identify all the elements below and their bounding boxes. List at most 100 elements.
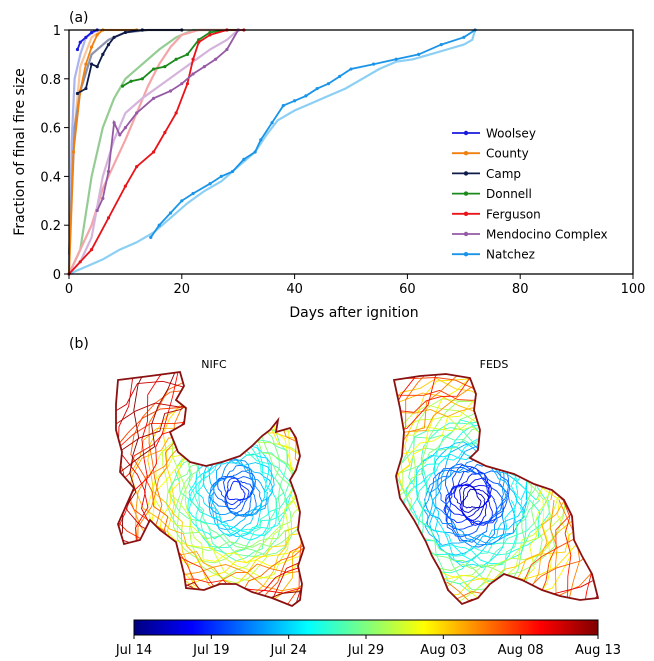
isochrone-line	[462, 488, 482, 509]
isochrone-line	[226, 480, 246, 501]
series-county-point	[71, 150, 76, 154]
series-camp-point	[75, 91, 80, 96]
isochrone-line	[116, 372, 304, 606]
series-donnell-point	[129, 79, 133, 83]
isochrone-line	[217, 476, 255, 515]
series-natchez-point	[304, 94, 308, 98]
series-donnell-point	[174, 57, 178, 61]
colorbar-tick-label: Aug 03	[420, 643, 466, 658]
colorbar-ticks: Jul 14 Jul 19 Jul 24 Jul 29 Aug 03 Aug 08 Aug …	[115, 635, 621, 658]
legend-marker	[463, 191, 469, 196]
series-ferguson-point	[174, 111, 178, 115]
legend-label: Ferguson	[486, 207, 541, 221]
series-ferguson-point	[123, 184, 127, 188]
x-tick-label: 0	[65, 282, 73, 297]
series-camp-point	[123, 30, 127, 35]
isochrone-line	[459, 484, 489, 518]
y-axis-label: Fraction of final fire size	[12, 68, 28, 235]
progression-contours	[394, 374, 598, 604]
colorbar-tick-label: Jul 29	[347, 643, 384, 658]
legend-marker	[463, 130, 469, 136]
isochrone-line	[116, 372, 304, 604]
y-axis-ticks: 0 0.2 0.4 0.6 0.8 1	[40, 24, 69, 283]
series-natchez-point	[168, 211, 173, 215]
series-camp-point	[89, 62, 94, 66]
x-tick-label: 80	[512, 282, 529, 297]
x-tick-label: 60	[399, 282, 416, 297]
isochrone-line	[202, 458, 275, 537]
isochrone-line	[173, 412, 301, 552]
series-natchez-reference-line	[68, 29, 477, 276]
chart-legend: Woolsey County Camp Donnell Ferguson Mendocin…	[452, 127, 608, 262]
series-donnell-line	[122, 29, 239, 87]
series-county-line	[68, 29, 137, 275]
y-tick-label: 0.6	[40, 122, 61, 137]
legend-label: Woolsey	[486, 127, 536, 141]
series-donnell-point	[152, 67, 156, 71]
x-axis-label: Days after ignition	[289, 305, 418, 321]
legend-label: Camp	[486, 167, 521, 181]
series-ferguson-point	[191, 57, 195, 61]
map-title-nifc: NIFC	[201, 358, 227, 371]
legend-marker	[463, 231, 469, 237]
series-natchez-point	[417, 52, 421, 57]
series-natchez-point	[315, 86, 319, 91]
x-axis-ticks: 0 20 40 60 80 100	[65, 274, 646, 297]
isochrone-line	[443, 466, 498, 525]
colorbar-tick-label: Jul 19	[192, 643, 229, 658]
legend-marker	[463, 171, 469, 176]
series-natchez-point	[394, 57, 398, 61]
date-colorbar: Jul 14 Jul 19 Jul 24 Jul 29 Aug 03 Aug 08 Aug …	[115, 619, 621, 658]
series-woolsey-point	[89, 30, 94, 35]
series-camp-point	[84, 86, 88, 91]
panel-a-label: (a)	[69, 10, 89, 26]
series-mendocino-complex-point	[118, 133, 122, 137]
series-mendocino-complex-point	[168, 89, 173, 93]
series-natchez-point	[180, 199, 184, 203]
isochrone-line	[208, 459, 263, 517]
series-mendocino-complex-point	[202, 65, 206, 69]
series-natchez-point	[281, 104, 285, 108]
series-mendocino-complex-point	[123, 126, 127, 130]
fire-progression-maps: NIFC FEDS	[115, 358, 600, 608]
isochrone-line	[394, 379, 565, 604]
isochrone-line	[171, 415, 304, 579]
nifc-perimeter-map	[115, 371, 305, 608]
y-tick-label: 0.4	[40, 170, 61, 185]
fire-final-perimeter	[392, 373, 600, 606]
series-camp-point	[95, 65, 99, 69]
series-natchez-point	[253, 150, 257, 154]
isochrone-line	[208, 455, 273, 530]
progression-contours	[116, 372, 304, 606]
isochrone-line	[394, 374, 598, 604]
isochrone-line	[225, 477, 250, 506]
x-tick-label: 40	[286, 282, 303, 297]
series-county-reference-line	[67, 28, 137, 275]
series-woolsey-point	[75, 47, 80, 52]
y-tick-label: 0.8	[40, 73, 61, 88]
series-camp-line	[77, 29, 182, 95]
series-natchez-point	[270, 121, 274, 125]
isochrone-line	[187, 438, 277, 536]
isochrone-line	[461, 485, 486, 513]
series-ferguson-point	[185, 82, 190, 86]
colorbar-tick-label: Jul 24	[269, 643, 306, 658]
series-mendocino-complex-point	[225, 47, 229, 52]
series-woolsey-point	[84, 35, 88, 39]
series-mendocino-complex-point	[106, 169, 111, 174]
x-tick-label: 100	[621, 282, 646, 297]
isochrone-line	[223, 475, 254, 510]
series-mendocino-complex-point	[191, 72, 195, 76]
plot-area-frame	[68, 29, 634, 275]
series-natchez-point	[259, 138, 263, 142]
colorbar-tick-label: Jul 14	[115, 643, 152, 658]
fire-final-perimeter	[115, 371, 305, 608]
colorbar-tick-label: Aug 13	[575, 643, 621, 658]
series-county-point	[95, 33, 99, 37]
series-camp-point	[101, 52, 105, 57]
series-natchez-point	[462, 35, 466, 39]
series-mendocino-complex-point	[180, 82, 184, 86]
y-tick-label: 0.2	[40, 219, 61, 234]
series-camp-point	[106, 43, 111, 47]
